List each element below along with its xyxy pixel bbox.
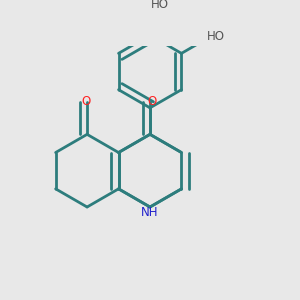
Text: HO: HO (207, 30, 225, 43)
Text: O: O (81, 95, 90, 108)
Text: HO: HO (151, 0, 169, 11)
Text: NH: NH (141, 206, 159, 219)
Text: O: O (147, 95, 156, 108)
